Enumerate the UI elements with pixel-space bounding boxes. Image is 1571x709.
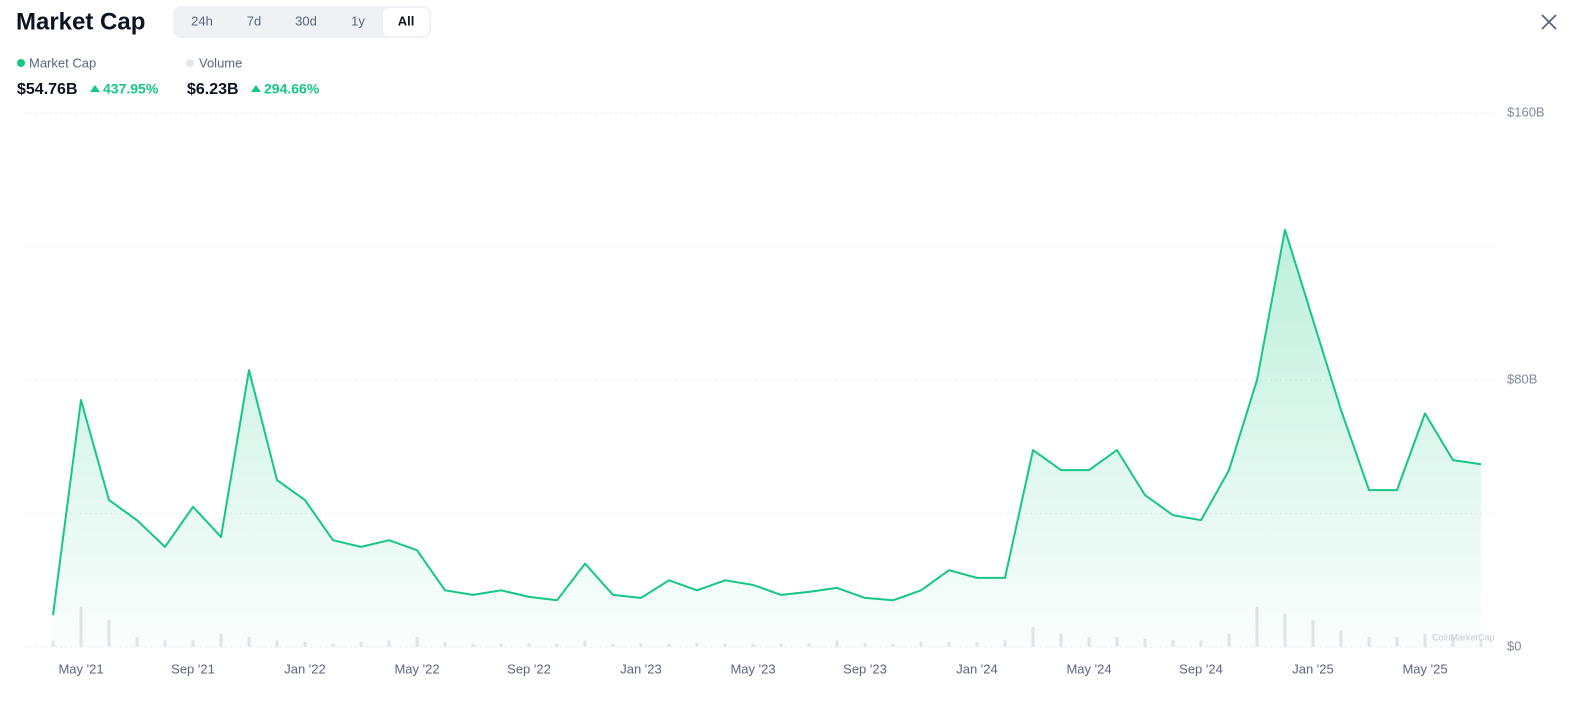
x-tick-label: Jan '23: [620, 661, 662, 676]
area-fill: [53, 229, 1481, 648]
x-tick-label: May '21: [58, 661, 103, 676]
summary-value: $54.76B: [17, 81, 78, 98]
x-tick-label: Sep '22: [507, 661, 551, 676]
tabs: 24h 7d 30d 1y All: [191, 8, 429, 36]
tab[interactable]: 24h: [191, 13, 213, 28]
up-arrow: [251, 85, 261, 92]
tab[interactable]: 1y: [351, 13, 365, 28]
summary-change: 294.66%: [264, 81, 320, 97]
legend-dot: [186, 59, 194, 67]
x-tick-label: Sep '21: [171, 661, 215, 676]
x-tick-label: Jan '22: [284, 661, 326, 676]
watermark: CoinMarketCap: [1432, 632, 1495, 642]
title: Market Cap: [16, 8, 145, 35]
legend-dot: [17, 59, 25, 67]
up-arrow: [90, 85, 100, 92]
summary-value: $6.23B: [187, 81, 239, 98]
tab[interactable]: 30d: [295, 13, 317, 28]
tab-group: [173, 6, 431, 38]
x-tick-label: May '23: [730, 661, 775, 676]
x-tick-label: Jan '25: [1292, 661, 1334, 676]
line: [52, 228, 1482, 616]
tab[interactable]: 7d: [247, 13, 261, 28]
x-tick-label: May '24: [1066, 661, 1111, 676]
y-tick-label: $160B: [1507, 104, 1545, 119]
summary-change: 437.95%: [103, 81, 159, 97]
y-tick-label: $80B: [1507, 371, 1537, 386]
y-tick-label: $0: [1507, 638, 1521, 653]
x-tick-label: Sep '23: [843, 661, 887, 676]
x-tick-label: May '22: [394, 661, 439, 676]
close-button[interactable]: [1541, 14, 1557, 30]
tab-active-bg: [383, 8, 429, 36]
legend-label[interactable]: Market Cap: [29, 55, 96, 70]
x-tick-label: May '25: [1402, 661, 1447, 676]
x-tick-label: Sep '24: [1179, 661, 1223, 676]
tab[interactable]: All: [398, 13, 415, 28]
legend-label[interactable]: Volume: [199, 55, 242, 70]
x-tick-label: Jan '24: [956, 661, 998, 676]
